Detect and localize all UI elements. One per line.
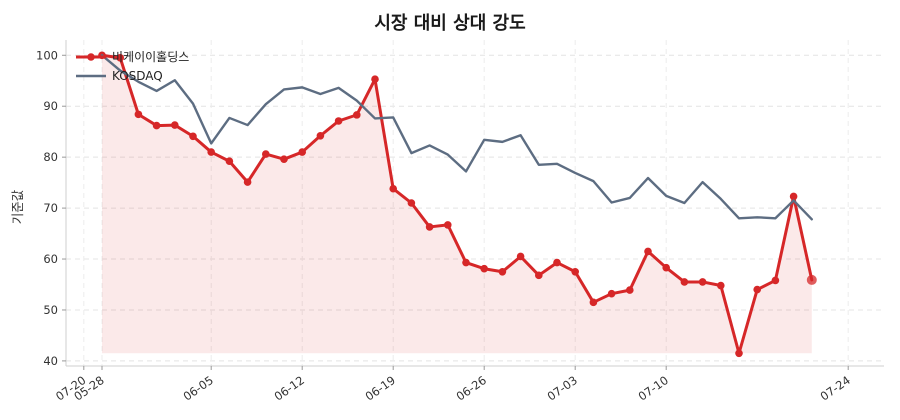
legend-marker (87, 53, 95, 61)
x-tick-label: 07-10 (636, 373, 671, 404)
data-point (498, 267, 507, 276)
data-point (316, 131, 325, 140)
series-line (100, 54, 813, 221)
x-tick-label: 07-24 (818, 373, 853, 404)
data-point (662, 263, 670, 272)
data-point (189, 132, 197, 141)
x-tick-label: 07-03 (545, 373, 580, 404)
data-point (280, 155, 288, 163)
x-tick-label: 06-19 (363, 373, 398, 404)
series-lines (98, 51, 817, 358)
y-tick-label: 40 (43, 354, 58, 368)
y-tick-label: 90 (43, 99, 58, 113)
series-area-fill (102, 55, 812, 354)
data-point (116, 54, 124, 62)
y-tick-labels: 40 50 60 70 80 90 100 (36, 48, 66, 368)
data-point (298, 148, 307, 156)
axes (65, 40, 884, 367)
data-point (353, 111, 361, 119)
legend-label: KOSDAQ (112, 69, 163, 83)
y-tick-label: 100 (36, 48, 58, 62)
data-point (771, 276, 780, 285)
x-tick-labels: 05-28 06-05 06-12 06-19 06-26 07-03 07-1007-20… (53, 366, 853, 404)
data-point (262, 150, 270, 158)
data-point (171, 121, 179, 129)
data-point (225, 157, 234, 166)
data-point (371, 75, 379, 84)
data-point (717, 281, 725, 290)
series-1 (100, 54, 813, 221)
x-tick-label: 06-12 (272, 373, 307, 404)
data-point (589, 298, 598, 307)
y-tick-label: 50 (43, 303, 58, 317)
data-point (480, 264, 489, 273)
y-tick-label: 70 (43, 201, 58, 215)
data-point (753, 285, 761, 294)
data-point (553, 258, 561, 267)
data-point (134, 110, 143, 119)
data-point (152, 121, 161, 130)
data-point (444, 221, 452, 229)
data-point (462, 258, 470, 267)
series-line (100, 53, 814, 355)
data-point (334, 117, 343, 125)
data-point (207, 148, 215, 156)
y-axis-label: 기준값 (10, 189, 25, 224)
x-tick-label: 06-05 (181, 373, 216, 404)
legend-label: 비케이이홀딩스 (112, 50, 189, 64)
data-point (644, 247, 652, 256)
data-point (735, 349, 743, 358)
data-point (698, 278, 707, 286)
data-point (789, 192, 798, 201)
x-tick-label: 06-26 (454, 373, 489, 404)
data-point (516, 252, 525, 261)
data-point (607, 289, 616, 298)
legend: 비케이이홀딩스 KOSDAQ (76, 50, 189, 83)
data-point (535, 271, 543, 280)
y-tick-label: 80 (43, 150, 58, 164)
data-point (806, 274, 817, 285)
area-fill-layer (102, 55, 812, 354)
data-point (407, 199, 416, 207)
data-point (425, 223, 434, 231)
data-point (626, 286, 634, 294)
data-point (680, 278, 689, 286)
y-tick-label: 60 (43, 252, 58, 266)
data-point (389, 184, 398, 193)
data-point (243, 178, 252, 186)
chart-title: 시장 대비 상대 강도 (374, 13, 525, 34)
data-point (571, 267, 579, 276)
